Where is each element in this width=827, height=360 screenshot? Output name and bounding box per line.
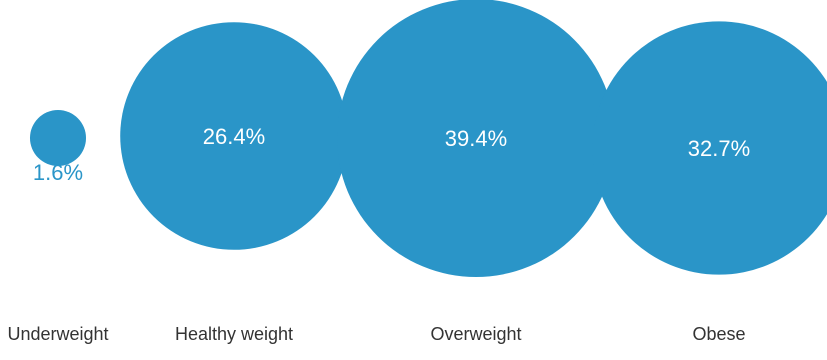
- bubble-overweight: [337, 0, 615, 277]
- category-label-overweight: Overweight: [430, 324, 521, 344]
- category-label-group: Underweight Healthy weight Overweight Obese: [7, 324, 745, 344]
- category-label-obese: Obese: [692, 324, 745, 344]
- bubble-obese: [592, 21, 827, 275]
- category-label-healthy-weight: Healthy weight: [175, 324, 293, 344]
- value-label-healthy-weight: 26.4%: [203, 124, 265, 149]
- category-label-underweight: Underweight: [7, 324, 108, 344]
- bubble-underweight: [29, 109, 87, 167]
- bubble-healthy-weight: [120, 22, 348, 250]
- value-label-group: 1.6% 26.4% 39.4% 32.7%: [33, 124, 750, 185]
- bubble-group: [29, 0, 827, 277]
- value-label-obese: 32.7%: [688, 136, 750, 161]
- value-label-overweight: 39.4%: [445, 126, 507, 151]
- value-label-underweight: 1.6%: [33, 160, 83, 185]
